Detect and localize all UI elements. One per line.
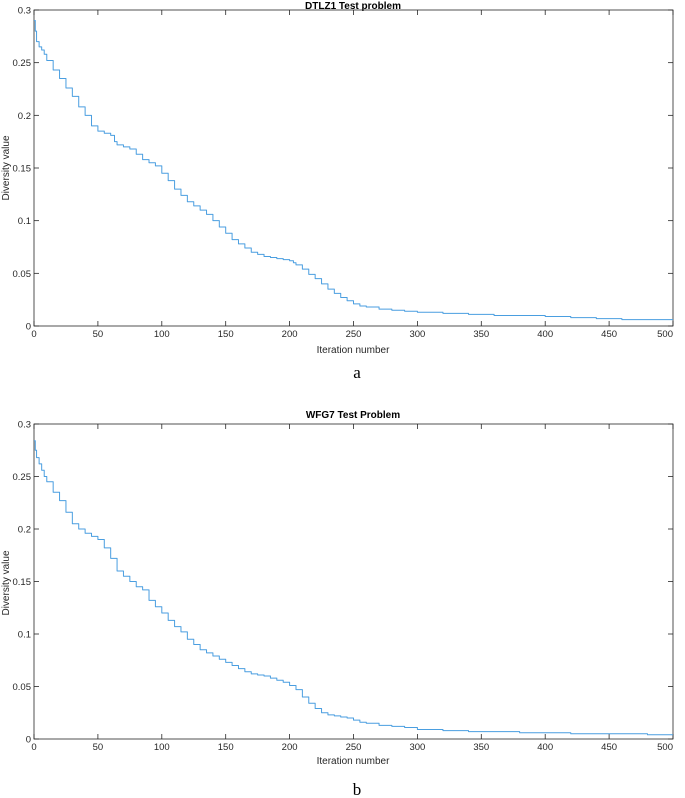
chart-a-series-line-0 xyxy=(34,20,673,321)
chart-b-xtick-label: 100 xyxy=(154,742,170,753)
chart-a-xtick-label: 350 xyxy=(473,329,489,340)
chart-a-xtick-label: 400 xyxy=(537,329,553,340)
chart-b-plot: 0 50 100 150 200 250 300 350 400 450 500 0 0.05 0.1 0.… xyxy=(13,420,674,753)
chart-b-xtick-label: 250 xyxy=(346,742,362,753)
chart-b-series-line-0 xyxy=(34,440,673,736)
chart-a-xtick-label: 500 xyxy=(657,329,673,340)
chart-b-ytick-label: 0.15 xyxy=(13,577,32,588)
chart-b-xtick-label: 450 xyxy=(601,742,617,753)
caption-b: b xyxy=(353,780,362,798)
chart-a-ytick-label: 0.3 xyxy=(18,6,31,17)
chart-b-xtick-label: 350 xyxy=(473,742,489,753)
chart-a-title: DTLZ1 Test problem xyxy=(305,1,401,12)
chart-b-xtick-label: 400 xyxy=(537,742,553,753)
chart-a-ytick-label: 0 xyxy=(26,322,31,333)
chart-b-ytick-label: 0.05 xyxy=(13,682,32,693)
chart-b-ytick-label: 0.2 xyxy=(18,525,31,536)
panel-b: WFG7 Test Problem 0 50 100 150 200 250 300 350 4… xyxy=(1,410,674,798)
chart-b-xtick-label: 200 xyxy=(282,742,298,753)
chart-b-ytick-label: 0.1 xyxy=(18,630,31,641)
chart-a-xtick-label: 450 xyxy=(601,329,617,340)
chart-b-xtick-label: 500 xyxy=(657,742,673,753)
chart-a-xtick-label: 100 xyxy=(154,329,170,340)
panel-a: DTLZ1 Test problem 0 50 100 150 200 250 300 350… xyxy=(1,1,674,382)
chart-a-xtick-label: 300 xyxy=(409,329,425,340)
chart-b-xtick-label: 300 xyxy=(409,742,425,753)
chart-b-xtick-label: 150 xyxy=(218,742,234,753)
chart-a-ylabel: Diversity value xyxy=(1,135,12,200)
chart-b-xtick-label: 0 xyxy=(31,742,36,753)
chart-b-ytick-label: 0.3 xyxy=(18,420,31,431)
chart-a-ytick-label: 0.2 xyxy=(18,111,31,122)
chart-a-plot: 0 50 100 150 200 250 300 350 400 450 500 0 0.05 0.1 0.… xyxy=(13,6,674,340)
chart-a-ytick-label: 0.15 xyxy=(13,164,32,175)
chart-b-ylabel: Diversity value xyxy=(1,550,12,615)
chart-a-axes-box xyxy=(33,9,674,327)
chart-a-xtick-label: 50 xyxy=(93,329,104,340)
chart-b-xtick-label: 50 xyxy=(93,742,104,753)
caption-a: a xyxy=(353,363,361,382)
chart-a-xtick-label: 200 xyxy=(282,329,298,340)
chart-b-ytick-label: 0.25 xyxy=(13,472,32,483)
chart-a-ytick-label: 0.05 xyxy=(13,269,32,280)
chart-a-ytick-label: 0.25 xyxy=(13,58,32,69)
chart-a-xtick-label: 150 xyxy=(218,329,234,340)
chart-b-xlabel: Iteration number xyxy=(317,756,390,767)
chart-b-title: WFG7 Test Problem xyxy=(306,410,400,421)
chart-a-xtick-label: 0 xyxy=(31,329,36,340)
chart-b-ytick-label: 0 xyxy=(26,735,31,746)
chart-a-xtick-label: 250 xyxy=(346,329,362,340)
chart-a-xlabel: Iteration number xyxy=(317,345,390,356)
chart-a-ytick-label: 0.1 xyxy=(18,216,31,227)
